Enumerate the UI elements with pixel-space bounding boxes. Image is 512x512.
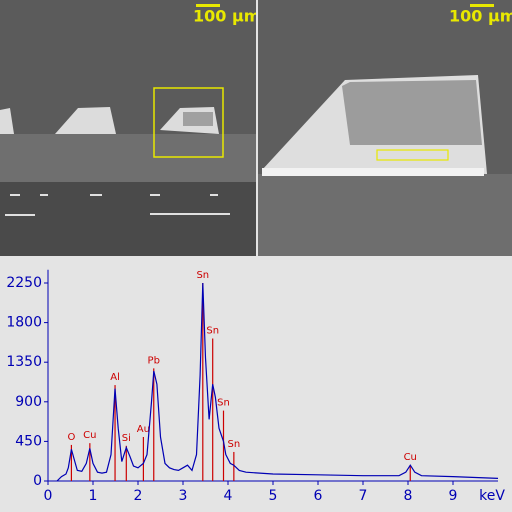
x-tick-label: 5 [269,488,278,504]
chart-background [0,256,512,512]
element-label: Sn [217,398,230,409]
element-label: Pb [148,355,160,366]
element-label: Cu [404,452,417,463]
y-tick-label: 450 [15,433,42,449]
x-tick-label: 4 [224,488,233,504]
x-tick-label: 1 [89,488,98,504]
spectrum-chart: 0 450 900 1350 1800 2250 0 1 2 3 4 5 6 7 8 9 keV O Cu Al Si A… [6,269,505,504]
x-axis-label: keV [479,488,505,504]
element-label: Sn [196,270,209,281]
x-tick-label: 8 [404,488,413,504]
x-tick-label: 6 [314,488,323,504]
sem-image-right: 100 µm [258,0,512,256]
y-tick-label: 1800 [6,315,42,331]
element-label: Sn [228,439,241,450]
y-tick-label: 1350 [6,354,42,370]
sem-image-left: 100 µm [0,0,260,256]
y-tick-label: 0 [33,473,42,489]
x-tick-label: 3 [179,488,188,504]
scale-label: 100 µm [193,7,260,26]
spectrum-line [56,282,499,482]
x-tick-label: 2 [134,488,143,504]
element-label: Al [110,372,120,383]
scale-label: 100 µm [449,7,512,26]
x-tick-label: 0 [44,488,53,504]
element-label: Au [137,424,150,435]
element-label: Sn [206,325,219,336]
element-label: Cu [83,430,96,441]
element-label: Si [122,433,131,444]
y-tick-label: 2250 [6,275,42,291]
x-tick-label: 7 [359,488,368,504]
element-label: O [67,432,75,443]
y-tick-label: 900 [15,394,42,410]
x-tick-label: 9 [449,488,458,504]
